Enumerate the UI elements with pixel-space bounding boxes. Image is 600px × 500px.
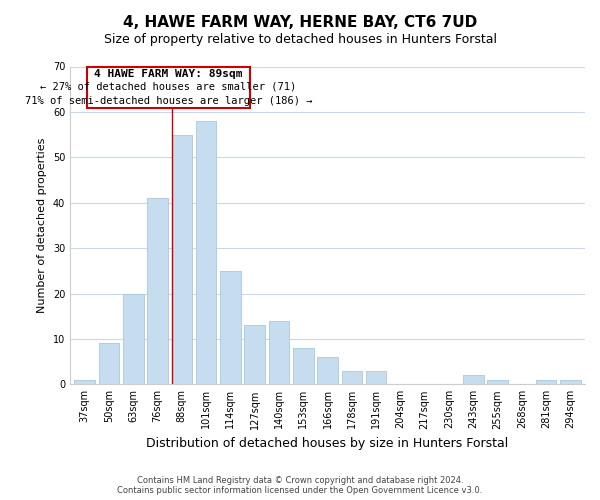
Text: 71% of semi-detached houses are larger (186) →: 71% of semi-detached houses are larger (…: [25, 96, 312, 106]
Bar: [366, 370, 386, 384]
Bar: [147, 198, 168, 384]
X-axis label: Distribution of detached houses by size in Hunters Forstal: Distribution of detached houses by size …: [146, 437, 509, 450]
Text: Contains HM Land Registry data © Crown copyright and database right 2024.: Contains HM Land Registry data © Crown c…: [137, 476, 463, 485]
Bar: [560, 380, 581, 384]
Bar: [172, 134, 192, 384]
Text: ← 27% of detached houses are smaller (71): ← 27% of detached houses are smaller (71…: [40, 82, 296, 92]
Bar: [536, 380, 556, 384]
Bar: [74, 380, 95, 384]
Y-axis label: Number of detached properties: Number of detached properties: [37, 138, 47, 313]
Bar: [463, 375, 484, 384]
Bar: [98, 344, 119, 384]
Bar: [196, 121, 217, 384]
Text: 4 HAWE FARM WAY: 89sqm: 4 HAWE FARM WAY: 89sqm: [94, 69, 242, 79]
Bar: [123, 294, 143, 384]
Bar: [244, 326, 265, 384]
Text: Size of property relative to detached houses in Hunters Forstal: Size of property relative to detached ho…: [104, 32, 497, 46]
Bar: [317, 357, 338, 384]
Bar: [341, 370, 362, 384]
Bar: [487, 380, 508, 384]
Text: Contains public sector information licensed under the Open Government Licence v3: Contains public sector information licen…: [118, 486, 482, 495]
Bar: [293, 348, 314, 385]
FancyBboxPatch shape: [86, 66, 250, 108]
Bar: [269, 320, 289, 384]
Bar: [220, 271, 241, 384]
Text: 4, HAWE FARM WAY, HERNE BAY, CT6 7UD: 4, HAWE FARM WAY, HERNE BAY, CT6 7UD: [123, 15, 477, 30]
